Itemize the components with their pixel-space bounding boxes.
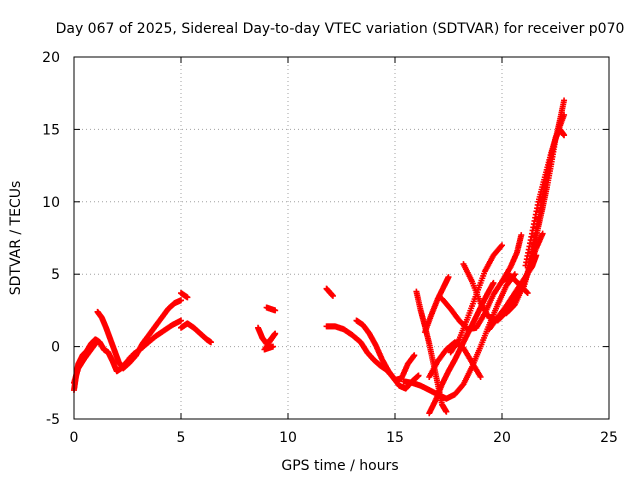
data-point xyxy=(539,230,546,237)
data-series xyxy=(503,230,546,317)
data-series xyxy=(522,111,568,269)
data-point xyxy=(561,132,568,139)
data-point xyxy=(499,242,505,249)
data-series xyxy=(94,308,140,372)
data-series xyxy=(439,272,531,333)
y-tick-label: 0 xyxy=(51,340,60,356)
data-point xyxy=(445,274,452,281)
x-axis-label: GPS time / hours xyxy=(281,458,398,474)
y-tick-label: 10 xyxy=(42,195,60,211)
grid-lines xyxy=(74,57,609,419)
data-point xyxy=(415,372,422,379)
x-tick-label: 20 xyxy=(493,430,511,446)
data-point xyxy=(94,337,101,344)
y-tick-label: 5 xyxy=(51,267,60,283)
data-series xyxy=(447,242,505,356)
data-point xyxy=(329,292,336,299)
data-series xyxy=(499,232,525,285)
data-points xyxy=(71,97,568,417)
data-series xyxy=(426,339,484,381)
data-series xyxy=(126,317,184,362)
data-point xyxy=(207,339,214,346)
data-series xyxy=(178,290,191,301)
data-point xyxy=(411,352,418,359)
data-point xyxy=(178,317,184,324)
plot-frame xyxy=(73,56,610,420)
x-tick-label: 10 xyxy=(279,430,297,446)
data-point xyxy=(477,374,484,381)
data-series xyxy=(413,288,450,415)
data-series xyxy=(178,320,214,346)
data-series xyxy=(353,317,418,383)
x-tick-label: 5 xyxy=(177,430,186,446)
data-point xyxy=(524,290,531,297)
data-point xyxy=(490,279,497,286)
data-series xyxy=(255,324,279,353)
data-point xyxy=(443,408,450,415)
x-tick-label: 0 xyxy=(70,430,79,446)
data-series xyxy=(421,274,452,336)
data-point xyxy=(523,289,530,296)
y-axis-label: SDTVAR / TECUs xyxy=(8,181,24,296)
data-series xyxy=(323,285,336,299)
chart-title: Day 067 of 2025, Sidereal Day-to-day VTE… xyxy=(56,21,625,37)
data-point xyxy=(178,297,184,304)
axis-ticks: 0 5 10 15 20 25 -5 0 5 10 15 20 xyxy=(42,50,618,446)
data-point xyxy=(270,343,277,350)
data-series xyxy=(263,304,279,314)
data-series xyxy=(400,271,518,402)
data-point xyxy=(561,111,568,118)
data-point xyxy=(518,232,525,239)
data-series xyxy=(71,337,101,386)
y-tick-label: 20 xyxy=(42,50,60,66)
data-point xyxy=(511,271,518,278)
data-point xyxy=(561,97,568,104)
data-point xyxy=(272,307,279,314)
y-tick-label: -5 xyxy=(46,412,60,428)
data-point xyxy=(184,294,191,301)
x-tick-label: 25 xyxy=(600,430,618,446)
x-tick-label: 15 xyxy=(386,430,404,446)
y-tick-label: 15 xyxy=(42,122,60,138)
data-point xyxy=(498,243,505,250)
